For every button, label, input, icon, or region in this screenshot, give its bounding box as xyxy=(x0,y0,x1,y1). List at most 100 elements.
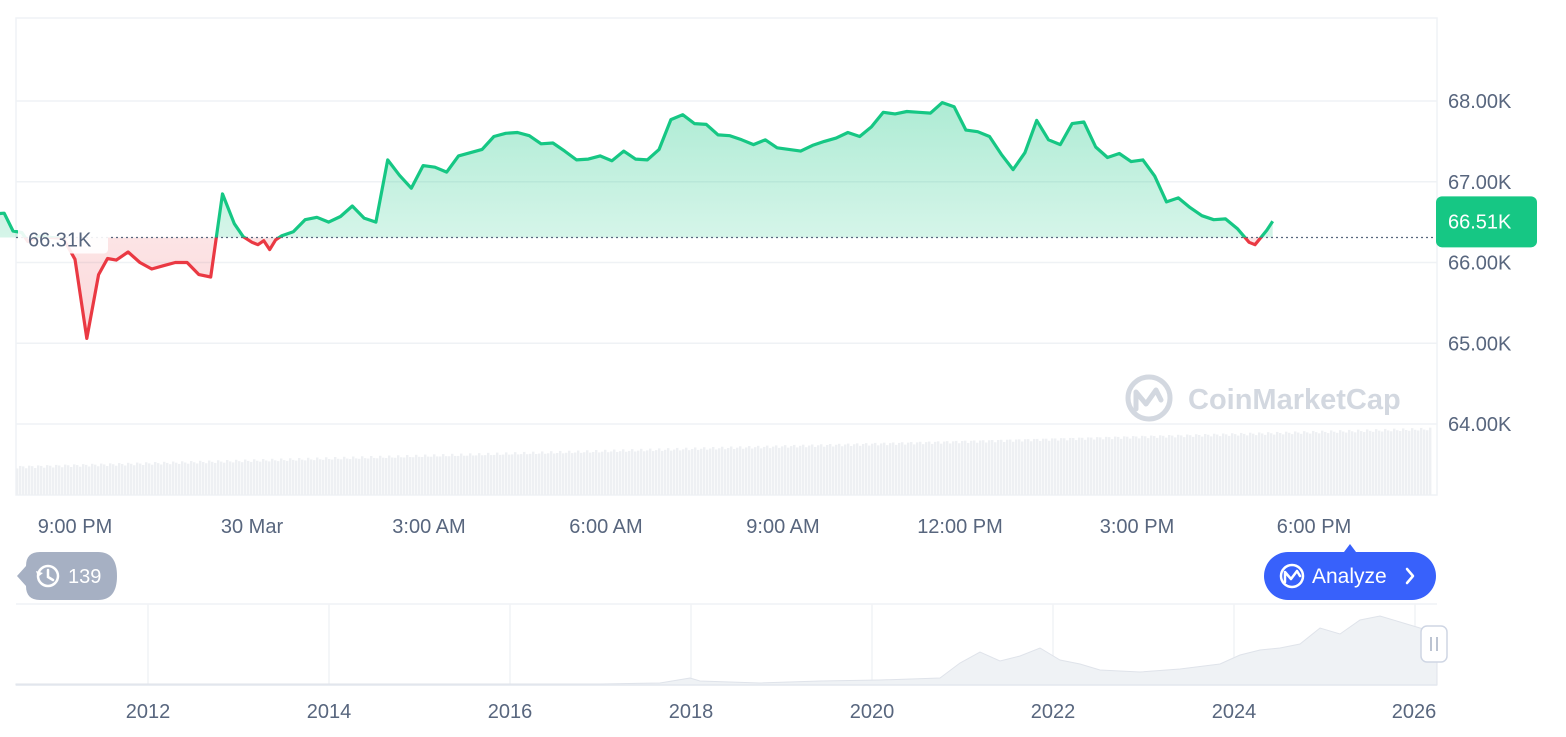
volume-bar xyxy=(1018,439,1021,495)
volume-bar xyxy=(697,449,700,495)
volume-bar xyxy=(619,451,622,495)
volume-bar xyxy=(577,450,580,495)
volume-bar xyxy=(484,455,487,495)
grid-lines xyxy=(16,100,1437,425)
volume-bar xyxy=(982,440,985,495)
volume-bar xyxy=(1261,433,1264,495)
volume-bar xyxy=(1267,432,1270,495)
volume-bar xyxy=(910,441,913,495)
volume-bar xyxy=(667,448,670,495)
volume-bar xyxy=(625,451,628,495)
volume-bar xyxy=(580,452,583,495)
volume-bar xyxy=(160,464,163,495)
volume-bar xyxy=(250,461,253,495)
volume-bar xyxy=(73,464,76,495)
volume-bar xyxy=(256,460,259,495)
volume-bar xyxy=(778,447,781,495)
volume-bar xyxy=(109,463,112,495)
volume-bar xyxy=(187,463,190,495)
volume-bar xyxy=(970,440,973,495)
volume-bar xyxy=(853,444,856,495)
volume-bar xyxy=(1309,433,1312,495)
volume-bar xyxy=(1288,432,1291,495)
volume-bar xyxy=(442,454,445,495)
volume-bar xyxy=(1396,430,1399,495)
volume-bar xyxy=(358,458,361,495)
volume-bar xyxy=(1330,430,1333,495)
volume-bar xyxy=(202,462,205,495)
y-axis: 68.00K 67.00K 66.00K 65.00K 64.00K xyxy=(1448,91,1512,436)
volume-bar xyxy=(901,442,904,495)
volume-bar xyxy=(31,466,34,495)
y-tick-label: 64.00K xyxy=(1448,414,1512,436)
volume-bar xyxy=(1348,429,1351,495)
volume-bar xyxy=(1255,435,1258,495)
volume-bar xyxy=(1090,437,1093,495)
volume-bar xyxy=(751,448,754,495)
volume-bar xyxy=(556,453,559,495)
volume-bar xyxy=(787,447,790,495)
volume-bar xyxy=(1321,430,1324,495)
volume-bar xyxy=(445,456,448,495)
watermark-text: CoinMarketCap xyxy=(1188,384,1401,416)
volume-bar xyxy=(808,445,811,495)
volume-bar xyxy=(841,446,844,495)
volume-bar xyxy=(832,446,835,495)
volume-bar xyxy=(217,460,220,495)
volume-bar xyxy=(517,454,520,495)
volume-bar xyxy=(193,462,196,495)
volume-bar xyxy=(1228,435,1231,495)
volume-bar xyxy=(133,465,136,495)
volume-bar xyxy=(682,449,685,495)
volume-bar xyxy=(1324,431,1327,495)
range-navigator[interactable]: 2012 2014 2016 2018 2020 2022 2024 2026 xyxy=(15,603,1448,723)
volume-bar xyxy=(166,462,169,495)
volume-bar xyxy=(409,457,412,495)
volume-bar xyxy=(307,457,310,495)
volume-bar xyxy=(724,449,727,495)
volume-bar xyxy=(1225,434,1228,495)
volume-bar xyxy=(850,446,853,495)
volume-bar xyxy=(715,449,718,495)
volume-bar xyxy=(892,442,895,495)
volume-bar xyxy=(61,467,64,495)
volume-bar xyxy=(118,463,121,495)
volume-bar xyxy=(871,443,874,495)
volume-bar xyxy=(991,439,994,495)
volume-bar xyxy=(1156,437,1159,495)
volume-bar xyxy=(529,453,532,495)
volume-bar xyxy=(1270,433,1273,495)
navigator-handle[interactable] xyxy=(1420,625,1448,663)
volume-bar xyxy=(349,459,352,495)
volume-bar xyxy=(1243,433,1246,495)
volume-bar xyxy=(967,442,970,495)
volume-bar xyxy=(856,443,859,495)
volume-bar xyxy=(877,445,880,495)
volume-bar xyxy=(844,444,847,495)
volume-bars xyxy=(16,427,1432,495)
price-area-up xyxy=(0,102,1273,238)
volume-bar xyxy=(631,449,634,495)
volume-bar xyxy=(271,458,274,495)
volume-bar xyxy=(493,454,496,495)
volume-bar xyxy=(742,448,745,495)
volume-bar xyxy=(460,453,463,495)
volume-bar xyxy=(940,443,943,495)
volume-bar xyxy=(592,451,595,495)
analyze-button[interactable]: Analyze xyxy=(1264,544,1436,600)
volume-bar xyxy=(436,456,439,495)
volume-bar xyxy=(472,455,475,495)
volume-bar xyxy=(973,440,976,495)
volume-bar xyxy=(430,456,433,495)
volume-bar xyxy=(268,461,271,495)
history-button[interactable]: 139 xyxy=(17,552,117,600)
watermark: CoinMarketCap xyxy=(1125,374,1401,422)
volume-bar xyxy=(1006,439,1009,495)
volume-bar xyxy=(988,440,991,495)
volume-bar xyxy=(784,445,787,495)
volume-bar xyxy=(1126,436,1129,495)
volume-bar xyxy=(496,452,499,495)
volume-bar xyxy=(94,464,97,495)
